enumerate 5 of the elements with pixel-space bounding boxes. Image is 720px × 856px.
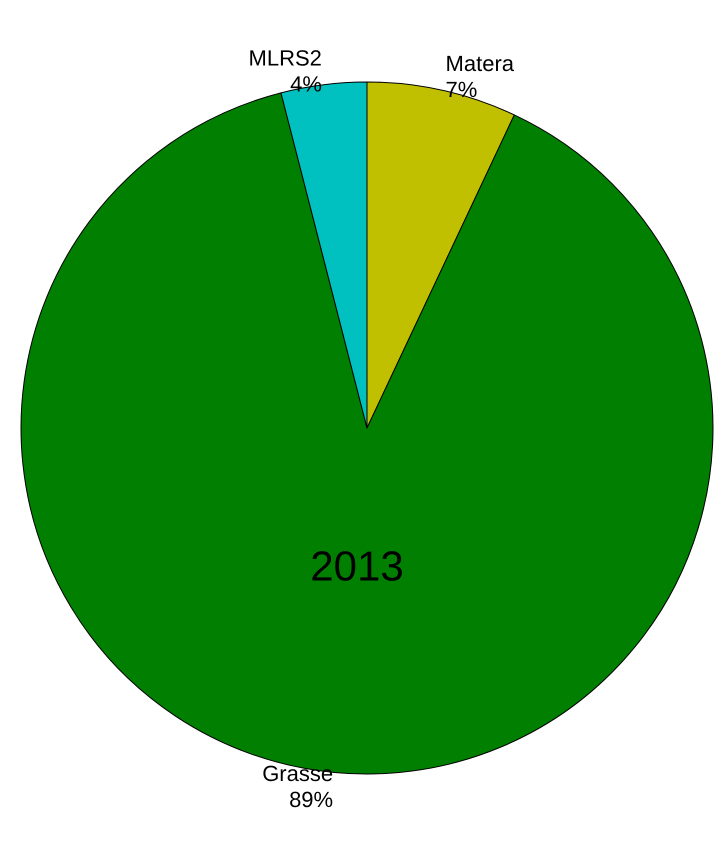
slice-label: Matera: [446, 51, 515, 76]
text: 2013: [310, 542, 404, 590]
slice-label: MLRS2: [248, 45, 322, 70]
data-label: 89%: [289, 786, 334, 812]
slice-label: Grasse: [262, 760, 334, 786]
